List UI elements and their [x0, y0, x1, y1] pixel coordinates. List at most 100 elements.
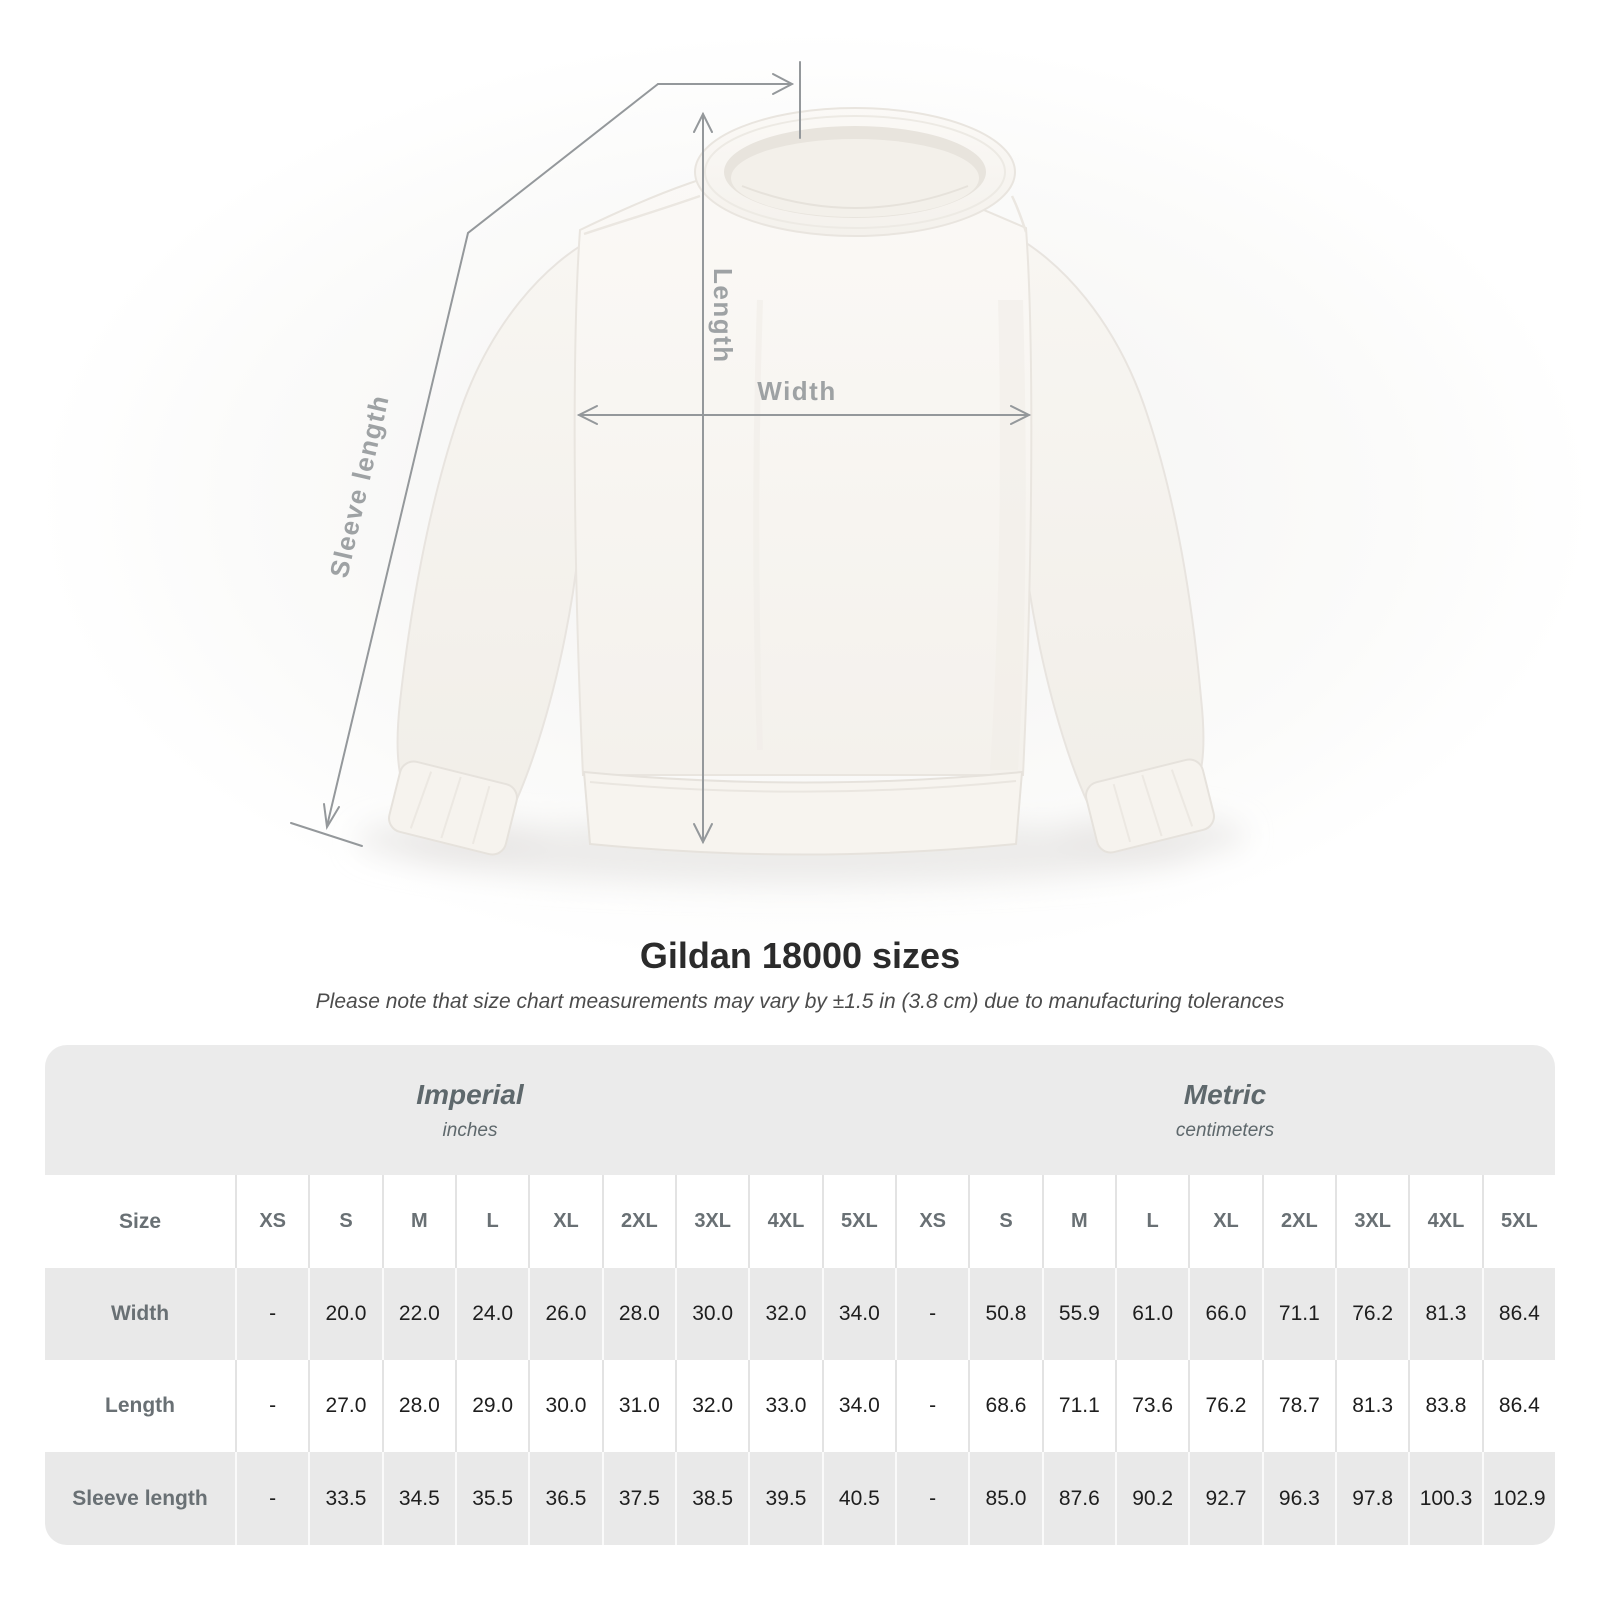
table-cell: 32.0 [675, 1360, 749, 1452]
table-cell: 33.0 [748, 1360, 822, 1452]
table-cell: 29.0 [455, 1360, 529, 1452]
hem-stitch [589, 780, 1017, 793]
table-cell: 81.3 [1335, 1360, 1409, 1452]
size-header-metric-s: S [968, 1175, 1042, 1268]
body-crease [753, 299, 763, 751]
table-cell: 22.0 [381, 1268, 455, 1360]
size-header-imperial-5xl: 5XL [821, 1175, 895, 1268]
table-cell: 92.7 [1188, 1452, 1262, 1545]
row-label-length: Length [45, 1360, 235, 1452]
measurement-lines [290, 61, 1032, 847]
table-cell: 87.6 [1041, 1452, 1115, 1545]
table-cell: 39.5 [748, 1452, 822, 1545]
table-cell: 55.9 [1041, 1268, 1115, 1360]
size-header-imperial-xl: XL [528, 1175, 602, 1268]
row-label-width: Width [45, 1268, 235, 1360]
page-title: Gildan 18000 sizes [639, 935, 961, 976]
size-header-imperial-xs: XS [235, 1175, 309, 1268]
table-cell: 28.0 [381, 1360, 455, 1452]
table-cell: 86.4 [1481, 1268, 1555, 1360]
size-header-metric-3xl: 3XL [1335, 1175, 1409, 1268]
table-cell: 28.0 [601, 1268, 675, 1360]
left-shoulder-seam [583, 194, 701, 236]
length-arrowhead-top [693, 111, 713, 133]
width-measure-label: Width [757, 376, 836, 406]
table-cell: 34.5 [381, 1452, 455, 1545]
table-cell: 96.3 [1261, 1452, 1335, 1545]
size-header-imperial-2xl: 2XL [601, 1175, 675, 1268]
size-column-header: Size [45, 1175, 235, 1268]
table-cell: 30.0 [528, 1360, 602, 1452]
unit-group-sublabel: centimeters [1175, 1119, 1275, 1141]
table-cell: 83.8 [1408, 1360, 1482, 1452]
table-cell: 31.0 [601, 1360, 675, 1452]
size-header-metric-4xl: 4XL [1408, 1175, 1482, 1268]
table-cell: 85.0 [968, 1452, 1042, 1545]
sleeve-measure-cuff-tick [290, 822, 363, 847]
table-cell: 97.8 [1335, 1452, 1409, 1545]
table-cell: 20.0 [308, 1268, 382, 1360]
size-header-metric-5xl: 5XL [1481, 1175, 1555, 1268]
sleeve-measure-arrowhead-bottom [323, 803, 340, 830]
sleeve-measure-arrowhead-right [772, 73, 795, 95]
size-header-metric-m: M [1041, 1175, 1115, 1268]
table-cell: 34.0 [821, 1268, 895, 1360]
size-header-metric-l: L [1115, 1175, 1189, 1268]
table-cell: - [895, 1268, 969, 1360]
body-panel [573, 156, 1033, 776]
row-label-sleeve-length: Sleeve length [45, 1452, 235, 1545]
table-cell: - [895, 1452, 969, 1545]
table-cell: - [235, 1360, 309, 1452]
sweatshirt-measurement-diagram: Width Length Sleeve length [35, 30, 1595, 970]
table-cell: 86.4 [1481, 1360, 1555, 1452]
table-cell: - [235, 1268, 309, 1360]
table-cell: - [235, 1452, 309, 1545]
size-table: Imperial inches Metric centimeters Size XS S M L… [45, 1045, 1555, 1545]
size-header-imperial-3xl: 3XL [675, 1175, 749, 1268]
table-cell: 26.0 [528, 1268, 602, 1360]
collar [694, 107, 1016, 237]
table-cell: 76.2 [1335, 1268, 1409, 1360]
table-cell: 37.5 [601, 1452, 675, 1545]
right-cuff [1085, 758, 1215, 854]
table-cell: 35.5 [455, 1452, 529, 1545]
size-header-imperial-s: S [308, 1175, 382, 1268]
table-cell: 90.2 [1115, 1452, 1189, 1545]
table-cell: 71.1 [1261, 1268, 1335, 1360]
right-shoulder-seam [1010, 195, 1028, 233]
size-header-metric-xl: XL [1188, 1175, 1262, 1268]
table-cell: 33.5 [308, 1452, 382, 1545]
left-cuff [388, 760, 518, 856]
sleeve-measure-diagonal [326, 83, 659, 827]
table-cell: 27.0 [308, 1360, 382, 1452]
unit-group-imperial: Imperial inches [45, 1045, 895, 1175]
table-cell: 50.8 [968, 1268, 1042, 1360]
unit-group-sublabel: inches [442, 1119, 498, 1141]
unit-group-label: Imperial [416, 1078, 524, 1110]
table-cell: 78.7 [1261, 1360, 1335, 1452]
unit-group-label: Metric [1183, 1078, 1267, 1110]
size-header-imperial-l: L [455, 1175, 529, 1268]
width-arrowhead-left [576, 405, 598, 425]
table-cell: 61.0 [1115, 1268, 1189, 1360]
table-cell: 32.0 [748, 1268, 822, 1360]
size-header-imperial-m: M [381, 1175, 455, 1268]
table-cell: 102.9 [1481, 1452, 1555, 1545]
size-header-metric-xs: XS [895, 1175, 969, 1268]
table-cell: 100.3 [1408, 1452, 1482, 1545]
table-cell: 73.6 [1115, 1360, 1189, 1452]
table-cell: 36.5 [528, 1452, 602, 1545]
width-arrowhead-right [1010, 405, 1032, 425]
tolerance-note: Please note that size chart measurements… [315, 989, 1285, 1013]
table-cell: 68.6 [968, 1360, 1042, 1452]
table-cell: 30.0 [675, 1268, 749, 1360]
length-arrowhead-bottom [693, 823, 713, 845]
unit-group-metric: Metric centimeters [895, 1045, 1555, 1175]
table-cell: 24.0 [455, 1268, 529, 1360]
hem-band [582, 770, 1024, 856]
body-right-shading [990, 300, 1026, 770]
table-cell: 66.0 [1188, 1268, 1262, 1360]
table-cell: 81.3 [1408, 1268, 1482, 1360]
table-cell: - [895, 1360, 969, 1452]
